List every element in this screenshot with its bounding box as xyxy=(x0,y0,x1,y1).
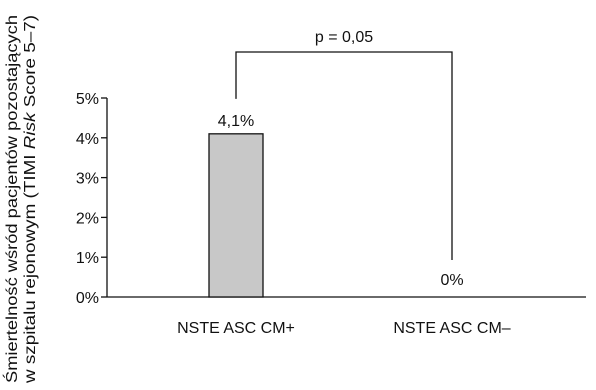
axes xyxy=(106,98,586,298)
y-axis-label-line-1: Śmiertelność wśród pacjentów pozostający… xyxy=(3,15,21,383)
y-axis-label-line-2-start: w szpitalu rejonowym (TIMI xyxy=(22,149,39,384)
y-tick-label: 1% xyxy=(76,250,99,267)
bars xyxy=(208,133,264,298)
x-category-label: NSTE ASC CM+ xyxy=(177,320,295,337)
y-axis-label-italic: Risk xyxy=(22,111,39,149)
y-axis-label-line-2: w szpitalu rejonowym (TIMI Risk Score 5–… xyxy=(22,15,39,384)
y-tick-label: 4% xyxy=(76,131,99,148)
significance-bracket: p = 0,05 xyxy=(235,29,453,260)
y-tick-label: 2% xyxy=(76,210,99,227)
y-tick-label: 5% xyxy=(76,91,99,108)
x-category-label: NSTE ASC CM– xyxy=(393,320,510,337)
y-tick-label: 0% xyxy=(76,290,99,307)
labels: 4,1% 0% NSTE ASC CM+ NSTE ASC CM– xyxy=(177,113,511,337)
data-label: 0% xyxy=(440,272,463,289)
y-axis-label: Śmiertelność wśród pacjentów pozostający… xyxy=(3,15,39,384)
bar xyxy=(208,133,264,298)
y-axis-label-line-2-end: Score 5–7) xyxy=(22,15,39,113)
y-tick-label: 3% xyxy=(76,171,99,188)
bracket-line xyxy=(235,51,453,260)
data-label: 4,1% xyxy=(218,113,254,130)
y-ticks: 0% 1% 2% 3% 4% 5% xyxy=(76,91,107,307)
p-value-label: p = 0,05 xyxy=(315,29,373,46)
